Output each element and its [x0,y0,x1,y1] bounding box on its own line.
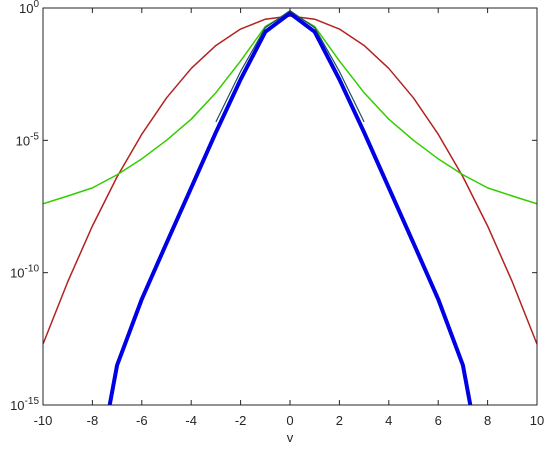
y-tick-label: 10-15 [10,396,39,413]
x-tick-label: -10 [34,413,53,428]
y-tick-label: 100 [19,0,39,16]
x-tick-label: 2 [336,413,343,428]
x-tick-label: 0 [286,413,293,428]
x-tick-label: -2 [235,413,247,428]
plot-area [43,8,537,405]
x-tick-label: 8 [484,413,491,428]
y-tick-label: 10-5 [16,131,40,148]
data-line [43,15,537,345]
x-tick-label: -4 [185,413,197,428]
x-tick-label: -8 [87,413,99,428]
x-tick-label: -6 [136,413,148,428]
x-tick-label: 6 [435,413,442,428]
lines [43,9,537,405]
data-line [107,11,473,405]
x-tick-label: 4 [385,413,392,428]
x-axis-label: v [287,430,294,445]
x-tick-label: 10 [530,413,544,428]
y-tick-label: 10-10 [10,264,39,281]
